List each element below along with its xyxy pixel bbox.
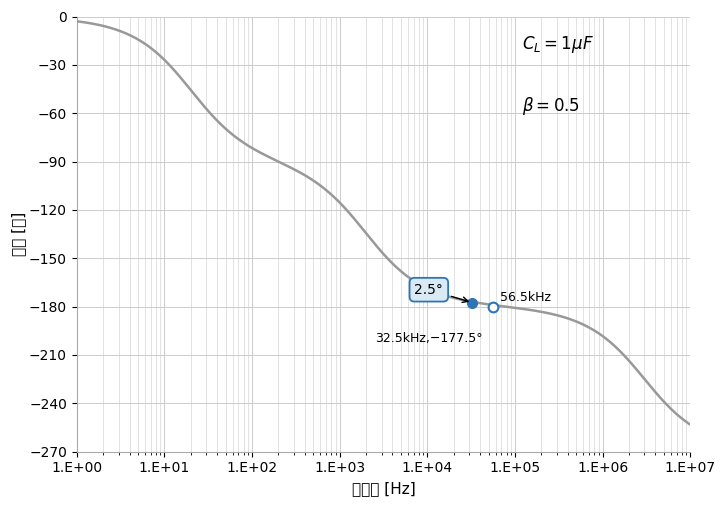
Text: $C_L = 1\mu F$: $C_L = 1\mu F$ [521, 34, 593, 55]
Text: $\beta = 0.5$: $\beta = 0.5$ [521, 95, 579, 117]
X-axis label: 周波数 [Hz]: 周波数 [Hz] [352, 481, 415, 496]
Text: 32.5kHz,−177.5°: 32.5kHz,−177.5° [375, 332, 483, 345]
Text: 56.5kHz: 56.5kHz [499, 291, 550, 304]
Text: 2.5°: 2.5° [414, 283, 468, 303]
Y-axis label: 位相 [度]: 位相 [度] [11, 212, 26, 256]
